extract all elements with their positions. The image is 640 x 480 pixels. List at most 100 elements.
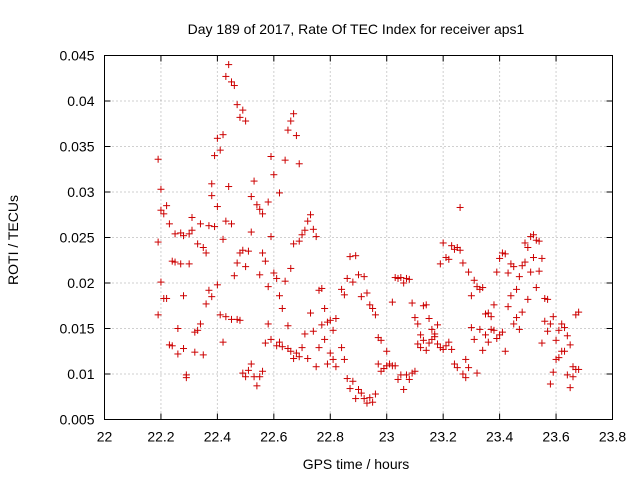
data-point: [535, 237, 543, 245]
data-point: [290, 110, 298, 118]
data-point: [363, 399, 371, 407]
data-point: [233, 259, 241, 267]
data-point: [185, 230, 193, 238]
y-tick-label: 0.045: [59, 48, 94, 64]
data-point: [411, 314, 419, 322]
data-point: [538, 254, 546, 262]
data-point: [222, 217, 230, 225]
data-point: [247, 228, 255, 236]
data-point: [168, 342, 176, 350]
data-point: [515, 273, 523, 281]
data-point: [360, 395, 368, 403]
data-point: [496, 254, 504, 262]
data-point: [301, 330, 309, 338]
x-tick-label: 23.6: [542, 429, 569, 445]
data-point: [205, 286, 213, 294]
data-point: [312, 233, 320, 241]
data-point: [332, 314, 340, 322]
data-point: [267, 233, 275, 241]
data-point: [309, 225, 317, 233]
data-point: [419, 336, 427, 344]
data-point: [287, 347, 295, 355]
data-point: [397, 274, 405, 282]
x-tick-label: 22: [97, 429, 113, 445]
data-point: [476, 325, 484, 333]
data-point: [349, 377, 357, 385]
data-point: [439, 239, 447, 247]
data-point: [518, 262, 526, 270]
data-point: [510, 320, 518, 328]
data-point: [479, 346, 487, 354]
data-point: [284, 322, 292, 330]
data-point: [445, 255, 453, 263]
data-point: [278, 343, 286, 351]
data-point: [256, 271, 264, 279]
y-tick-label: 0.005: [59, 412, 94, 428]
data-point: [264, 198, 272, 206]
data-point: [281, 156, 289, 164]
data-point: [510, 263, 518, 271]
data-point: [230, 272, 238, 280]
data-point: [275, 189, 283, 197]
data-point: [295, 353, 303, 361]
data-point: [267, 153, 275, 161]
x-tick-label: 22.2: [147, 429, 174, 445]
data-point: [535, 267, 543, 275]
y-tick-label: 0.025: [59, 230, 94, 246]
data-point: [180, 345, 188, 353]
data-point: [552, 336, 560, 344]
data-point: [239, 369, 247, 377]
data-point: [527, 268, 535, 276]
data-point: [546, 380, 554, 388]
data-point: [256, 373, 264, 381]
data-point: [388, 298, 396, 306]
data-point: [174, 325, 182, 332]
data-point: [371, 390, 379, 398]
data-point: [504, 269, 512, 277]
data-point: [391, 362, 399, 370]
data-point: [225, 61, 233, 69]
data-point: [261, 339, 269, 347]
data-point: [182, 374, 190, 382]
data-point: [561, 324, 569, 332]
data-point: [180, 232, 188, 240]
data-point: [366, 301, 374, 309]
data-point: [318, 321, 326, 329]
data-point: [411, 367, 419, 375]
data-point: [304, 355, 312, 363]
data-point: [160, 210, 168, 218]
data-point: [171, 258, 179, 266]
data-point: [225, 183, 233, 191]
data-point: [566, 384, 574, 392]
data-point: [369, 304, 377, 312]
data-point: [363, 289, 371, 297]
y-tick-label: 0.035: [59, 139, 94, 155]
data-point: [487, 313, 495, 321]
data-point: [281, 277, 289, 285]
data-point: [309, 327, 317, 335]
plot-frame: [104, 55, 613, 420]
data-point: [402, 371, 410, 379]
data-point: [383, 347, 391, 355]
x-tick-label: 23.8: [599, 429, 626, 445]
data-point: [191, 348, 199, 356]
data-point: [188, 213, 196, 221]
data-point: [462, 355, 470, 363]
data-point: [448, 242, 456, 250]
data-point: [244, 366, 252, 374]
data-point: [490, 301, 498, 309]
data-point: [208, 293, 216, 301]
data-point: [493, 335, 501, 343]
data-point: [290, 240, 298, 248]
data-point: [259, 249, 267, 257]
data-point: [563, 371, 571, 379]
data-point: [199, 351, 207, 359]
data-point: [171, 230, 179, 238]
data-point: [524, 295, 532, 303]
data-point: [321, 335, 329, 343]
data-point: [256, 205, 264, 213]
data-point: [501, 347, 509, 355]
data-point: [259, 367, 267, 375]
y-tick-label: 0.03: [67, 184, 94, 200]
data-point: [414, 320, 422, 328]
